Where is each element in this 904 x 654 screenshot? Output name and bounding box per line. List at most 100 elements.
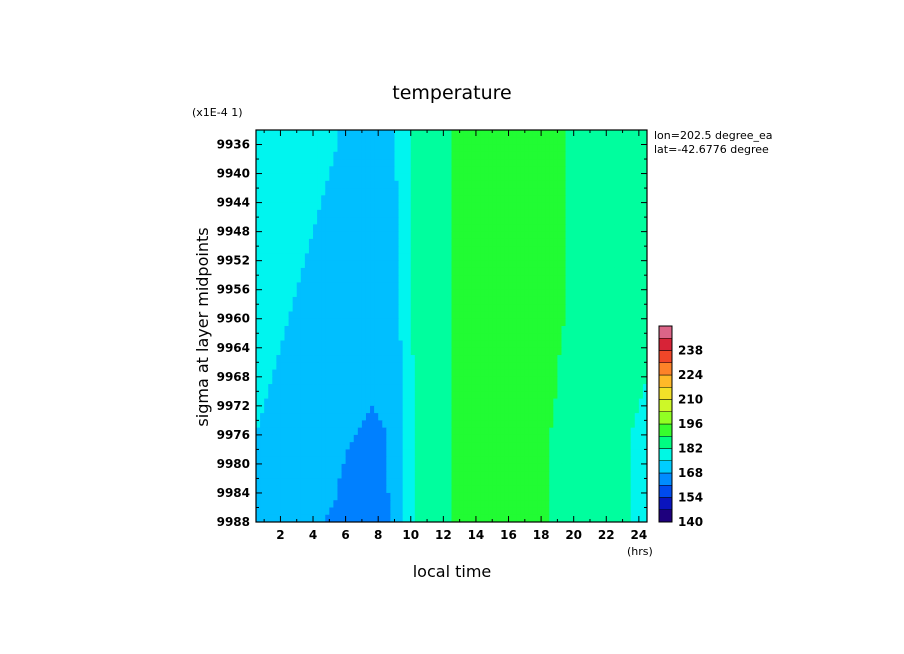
heatmap-cell <box>528 463 534 472</box>
heatmap-cell <box>439 202 444 211</box>
heatmap-cell <box>557 180 563 189</box>
heatmap-cell <box>500 413 506 421</box>
heatmap-cell <box>398 253 404 262</box>
heatmap-cell <box>606 405 611 414</box>
heatmap-cell <box>484 434 489 443</box>
heatmap-cell <box>480 304 485 313</box>
heatmap-cell <box>475 267 481 276</box>
heatmap-cell <box>532 195 538 204</box>
heatmap-cell <box>455 260 461 269</box>
heatmap-cell <box>333 376 339 385</box>
heatmap-cell <box>341 151 347 160</box>
heatmap-cell <box>614 485 620 494</box>
heatmap-cell <box>361 130 367 138</box>
heatmap-cell <box>260 173 265 182</box>
heatmap-cell <box>325 137 330 146</box>
heatmap-cell <box>280 384 286 392</box>
heatmap-cell <box>272 340 277 349</box>
heatmap-cell <box>431 492 436 501</box>
heatmap-cell <box>284 159 290 167</box>
heatmap-cell <box>475 405 481 414</box>
heatmap-cell <box>569 384 575 392</box>
heatmap-cell <box>264 144 269 153</box>
heatmap-cell <box>317 420 322 429</box>
heatmap-cell <box>459 434 465 443</box>
heatmap-cell <box>561 246 567 255</box>
heatmap-cell <box>308 260 314 269</box>
heatmap-cell <box>427 427 432 436</box>
heatmap-cell <box>488 246 493 255</box>
heatmap-cell <box>288 369 294 378</box>
heatmap-cell <box>553 492 558 501</box>
heatmap-cell <box>300 478 306 487</box>
heatmap-cell <box>528 413 534 421</box>
heatmap-cell <box>378 151 383 160</box>
heatmap-cell <box>370 391 375 400</box>
heatmap-cell <box>484 485 489 494</box>
heatmap-cell <box>382 362 387 371</box>
heatmap-cell <box>463 188 469 196</box>
heatmap-cell <box>353 492 359 501</box>
heatmap-cell <box>382 478 387 487</box>
heatmap-cell <box>614 442 620 451</box>
heatmap-cell <box>569 369 575 378</box>
heatmap-cell <box>398 238 404 247</box>
heatmap-cell <box>345 398 351 407</box>
heatmap-cell <box>569 282 575 291</box>
heatmap-cell <box>325 231 330 240</box>
heatmap-cell <box>361 202 367 211</box>
heatmap-cell <box>345 326 351 334</box>
heatmap-cell <box>341 130 347 138</box>
heatmap-cell <box>427 231 432 240</box>
heatmap-cell <box>349 144 355 153</box>
heatmap-cell <box>573 188 579 196</box>
heatmap-cell <box>541 231 546 240</box>
heatmap-cell <box>382 318 387 327</box>
heatmap-cell <box>569 318 575 327</box>
heatmap-cell <box>308 398 314 407</box>
heatmap-cell <box>484 137 489 146</box>
heatmap-cell <box>284 485 290 494</box>
heatmap-cell <box>475 311 481 320</box>
heatmap-cell <box>585 463 591 472</box>
heatmap-cell <box>553 398 558 407</box>
heatmap-cell <box>406 260 412 269</box>
heatmap-cell <box>484 159 489 167</box>
heatmap-cell <box>532 202 538 211</box>
heatmap-cell <box>296 362 302 371</box>
heatmap-cell <box>288 151 294 160</box>
heatmap-cell <box>459 296 465 305</box>
heatmap-cell <box>602 318 607 327</box>
heatmap-cell <box>577 391 583 400</box>
heatmap-cell <box>447 296 453 305</box>
heatmap-cell <box>524 500 530 509</box>
heatmap-cell <box>537 318 542 327</box>
heatmap-cell <box>406 449 412 458</box>
heatmap-cell <box>410 340 416 349</box>
heatmap-cell <box>561 405 567 414</box>
heatmap-cell <box>589 311 595 320</box>
heatmap-cell <box>370 347 375 356</box>
heatmap-cell <box>329 166 334 175</box>
heatmap-cell <box>288 376 294 385</box>
heatmap-cell <box>561 217 567 225</box>
heatmap-cell <box>642 434 647 443</box>
heatmap-cell <box>524 463 530 472</box>
heatmap-cell <box>435 376 440 385</box>
heatmap-cell <box>308 456 314 465</box>
heatmap-cell <box>272 267 277 276</box>
heatmap-cell <box>516 253 522 262</box>
heatmap-cell <box>329 398 334 407</box>
heatmap-cell <box>549 492 554 501</box>
heatmap-cell <box>553 456 558 465</box>
heatmap-cell <box>300 231 306 240</box>
heatmap-cell <box>435 456 440 465</box>
heatmap-cell <box>475 333 481 342</box>
heatmap-cell <box>349 413 355 421</box>
heatmap-cell <box>422 369 428 378</box>
heatmap-cell <box>557 238 563 247</box>
heatmap-cell <box>264 384 269 392</box>
heatmap-cell <box>545 130 550 138</box>
heatmap-cell <box>370 137 375 146</box>
heatmap-cell <box>382 224 387 233</box>
